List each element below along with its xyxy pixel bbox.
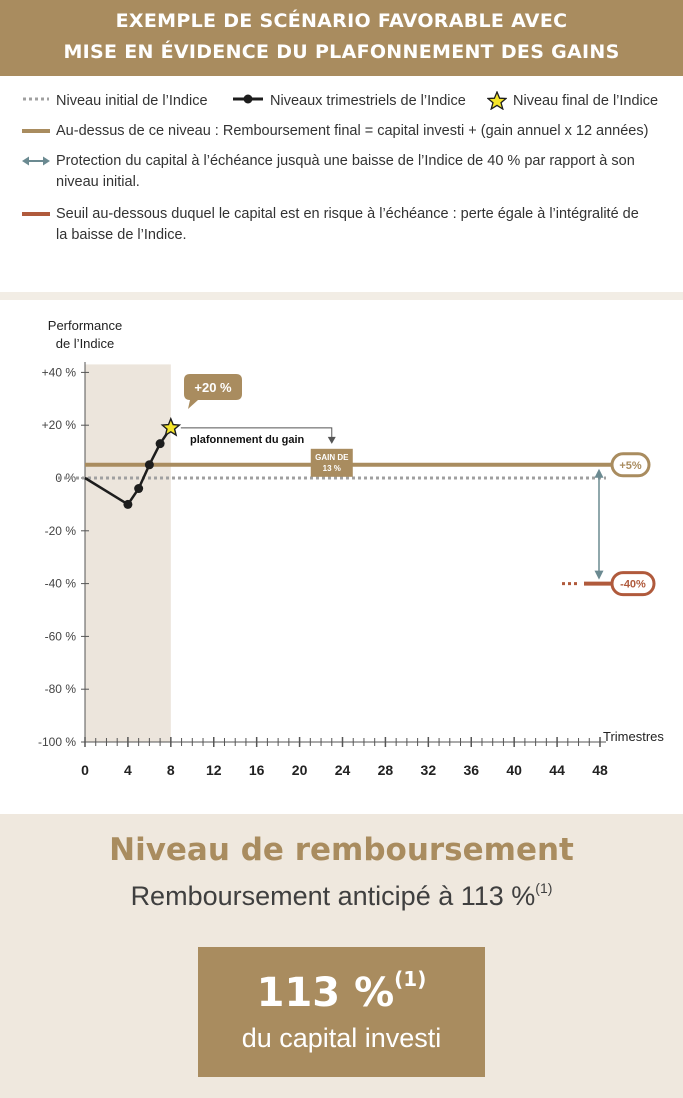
result-box-value-line: 113 %(1) [198, 967, 485, 1016]
cap-annotation-label: plafonnement du gain [190, 434, 305, 446]
protection-level-pill [610, 571, 656, 597]
performance-bubble-label: +20 % [194, 380, 232, 395]
y-axis-label-line2: de l’Indice [56, 336, 115, 351]
section-divider [0, 292, 683, 300]
protection-arrow-head-up [594, 468, 604, 478]
performance-bubble [184, 374, 242, 409]
legend: Niveau initial de l’Indice Niveaux trime… [0, 76, 683, 292]
x-tick-label: 4 [124, 762, 132, 778]
x-tick-label: 24 [335, 762, 351, 778]
x-tick-label: 32 [421, 762, 437, 778]
x-tick-label: 36 [463, 762, 479, 778]
result-box: 113 %(1) du capital investi [198, 947, 485, 1077]
result-box-note: (1) [394, 967, 427, 991]
header-title-line2: MISE EN ÉVIDENCE DU PLAFONNEMENT DES GAI… [63, 41, 620, 63]
page-header: EXEMPLE DE SCÉNARIO FAVORABLE AVEC MISE … [0, 0, 683, 76]
result-box-value: 113 % [256, 970, 395, 1016]
x-axis-label: Trimestres [603, 729, 664, 744]
result-title: Niveau de remboursement [109, 832, 574, 868]
legend-final-level: Niveau final de l’Indice [513, 93, 659, 109]
quarterly-level-point [123, 499, 133, 509]
quarterly-level-point [134, 484, 144, 494]
performance-chart: +40 %+20 %0 %-20 %-40 %-60 %-80 %-100 %P… [38, 318, 664, 778]
cap-level-label: +5% [619, 460, 642, 472]
protection-arrow-head-down [594, 570, 604, 580]
result-subtitle-note: (1) [535, 880, 553, 896]
x-tick-label: 12 [206, 762, 222, 778]
legend-threshold-line1: Seuil au-dessous duquel le capital est e… [56, 206, 639, 222]
y-tick-label: -20 % [45, 524, 77, 538]
protection-arrow-icon [22, 156, 50, 166]
gain-box-label-line2: 13 % [323, 464, 341, 473]
legend-protection-line1: Protection du capital à l’échéance jusqu… [56, 153, 635, 169]
final-level-star-icon [487, 91, 507, 110]
gain-box [310, 448, 353, 477]
result-subtitle: Remboursement anticipé à 113 %(1) [0, 880, 683, 912]
y-tick-label: -40 % [45, 577, 77, 591]
x-tick-label: 20 [292, 762, 308, 778]
cap-bracket-line [180, 427, 333, 438]
y-tick-label: -60 % [45, 629, 77, 643]
y-tick-label: -80 % [45, 682, 77, 696]
x-tick-label: 28 [378, 762, 394, 778]
protection-level-label: -40% [620, 579, 646, 591]
legend-protection-line2: niveau initial. [56, 174, 140, 190]
cap-bracket-arrowhead [327, 436, 336, 444]
x-tick-label: 16 [249, 762, 265, 778]
observation-period-shade [85, 364, 171, 742]
risk-threshold-line-icon [22, 212, 50, 216]
result-section: Niveau de remboursement Remboursement an… [0, 814, 683, 1098]
quarterly-levels-line-icon [233, 94, 263, 104]
x-tick-label: 0 [81, 762, 89, 778]
cap-level-pill [610, 452, 651, 478]
result-subtitle-text: Remboursement anticipé à 113 % [130, 881, 536, 911]
header-title-line1: EXEMPLE DE SCÉNARIO FAVORABLE AVEC [115, 10, 568, 32]
x-tick-label: 48 [592, 762, 608, 778]
cap-level-line-icon [22, 129, 50, 133]
legend-threshold-line2: la baisse de l’Indice. [56, 227, 187, 243]
x-tick-label: 8 [167, 762, 175, 778]
quarterly-level-point [144, 460, 154, 470]
initial-level-dotted-icon [23, 97, 49, 101]
gain-box-label-line1: GAIN DE [315, 453, 349, 462]
y-tick-label: +40 % [42, 365, 77, 379]
x-tick-label: 44 [549, 762, 565, 778]
final-level-star [160, 416, 182, 437]
y-tick-label: +20 % [42, 418, 77, 432]
x-tick-label: 40 [506, 762, 522, 778]
quarterly-level-point [155, 439, 165, 449]
result-box-label: du capital investi [241, 1023, 442, 1053]
legend-above-level: Au-dessus de ce niveau : Remboursement f… [56, 123, 649, 139]
legend-initial-level: Niveau initial de l’Indice [56, 93, 208, 109]
legend-quarterly-levels: Niveaux trimestriels de l’Indice [270, 93, 466, 109]
y-axis-label-line1: Performance [48, 318, 122, 333]
y-tick-label: -100 % [38, 735, 76, 749]
